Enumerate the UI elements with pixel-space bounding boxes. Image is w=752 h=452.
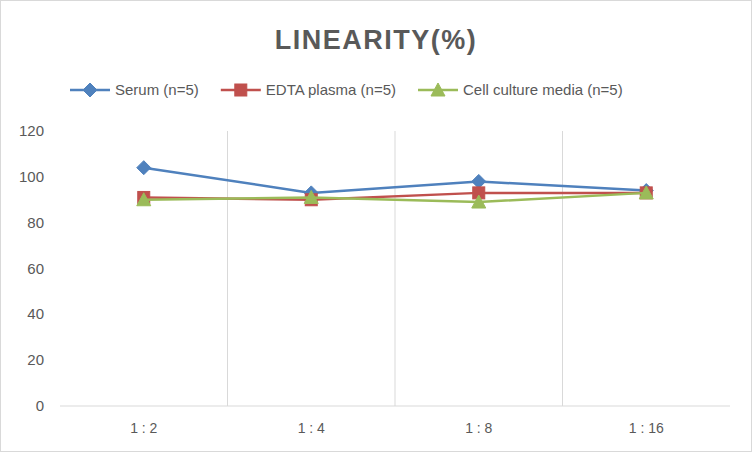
data-point — [137, 193, 151, 206]
y-tick-label: 40 — [27, 305, 44, 322]
legend-marker — [431, 83, 445, 96]
legend-label: Serum (n=5) — [115, 81, 199, 98]
x-tick-label: 1 : 4 — [298, 420, 325, 436]
chart: LINEARITY(%) 0 20 40 60 80 100 120 1 : 2 1 : 4 1 :… — [0, 0, 752, 452]
data-point — [640, 187, 652, 199]
y-tick-label: 120 — [19, 122, 44, 139]
x-tick-label: 1 : 8 — [465, 420, 492, 436]
y-tick-label: 0 — [36, 397, 44, 414]
x-tick-label: 1 : 2 — [130, 420, 157, 436]
legend: Serum (n=5) EDTA plasma (n=5) Cell culture… — [70, 81, 623, 98]
legend-label: Cell culture media (n=5) — [463, 81, 623, 98]
series-line — [144, 193, 647, 202]
chart-border — [1, 1, 752, 452]
plot-area — [137, 161, 654, 208]
x-tick-label: 1 : 16 — [629, 420, 664, 436]
y-tick-label: 80 — [27, 214, 44, 231]
data-point — [472, 174, 486, 188]
data-point — [304, 190, 318, 203]
y-tick-label: 100 — [19, 168, 44, 185]
title: LINEARITY(%) — [275, 25, 478, 55]
x-axis — [60, 406, 730, 407]
legend-marker — [83, 83, 97, 97]
legend-label: EDTA plasma (n=5) — [266, 81, 396, 98]
grid-line — [395, 131, 396, 406]
grid-line — [562, 131, 563, 406]
data-point — [472, 195, 486, 208]
y-tick-label: 60 — [27, 260, 44, 277]
series-line — [144, 168, 647, 193]
y-tick-label: 20 — [27, 351, 44, 368]
legend-marker — [235, 84, 247, 96]
grid-line — [227, 131, 228, 406]
data-point — [639, 186, 653, 199]
data-point — [137, 161, 151, 175]
